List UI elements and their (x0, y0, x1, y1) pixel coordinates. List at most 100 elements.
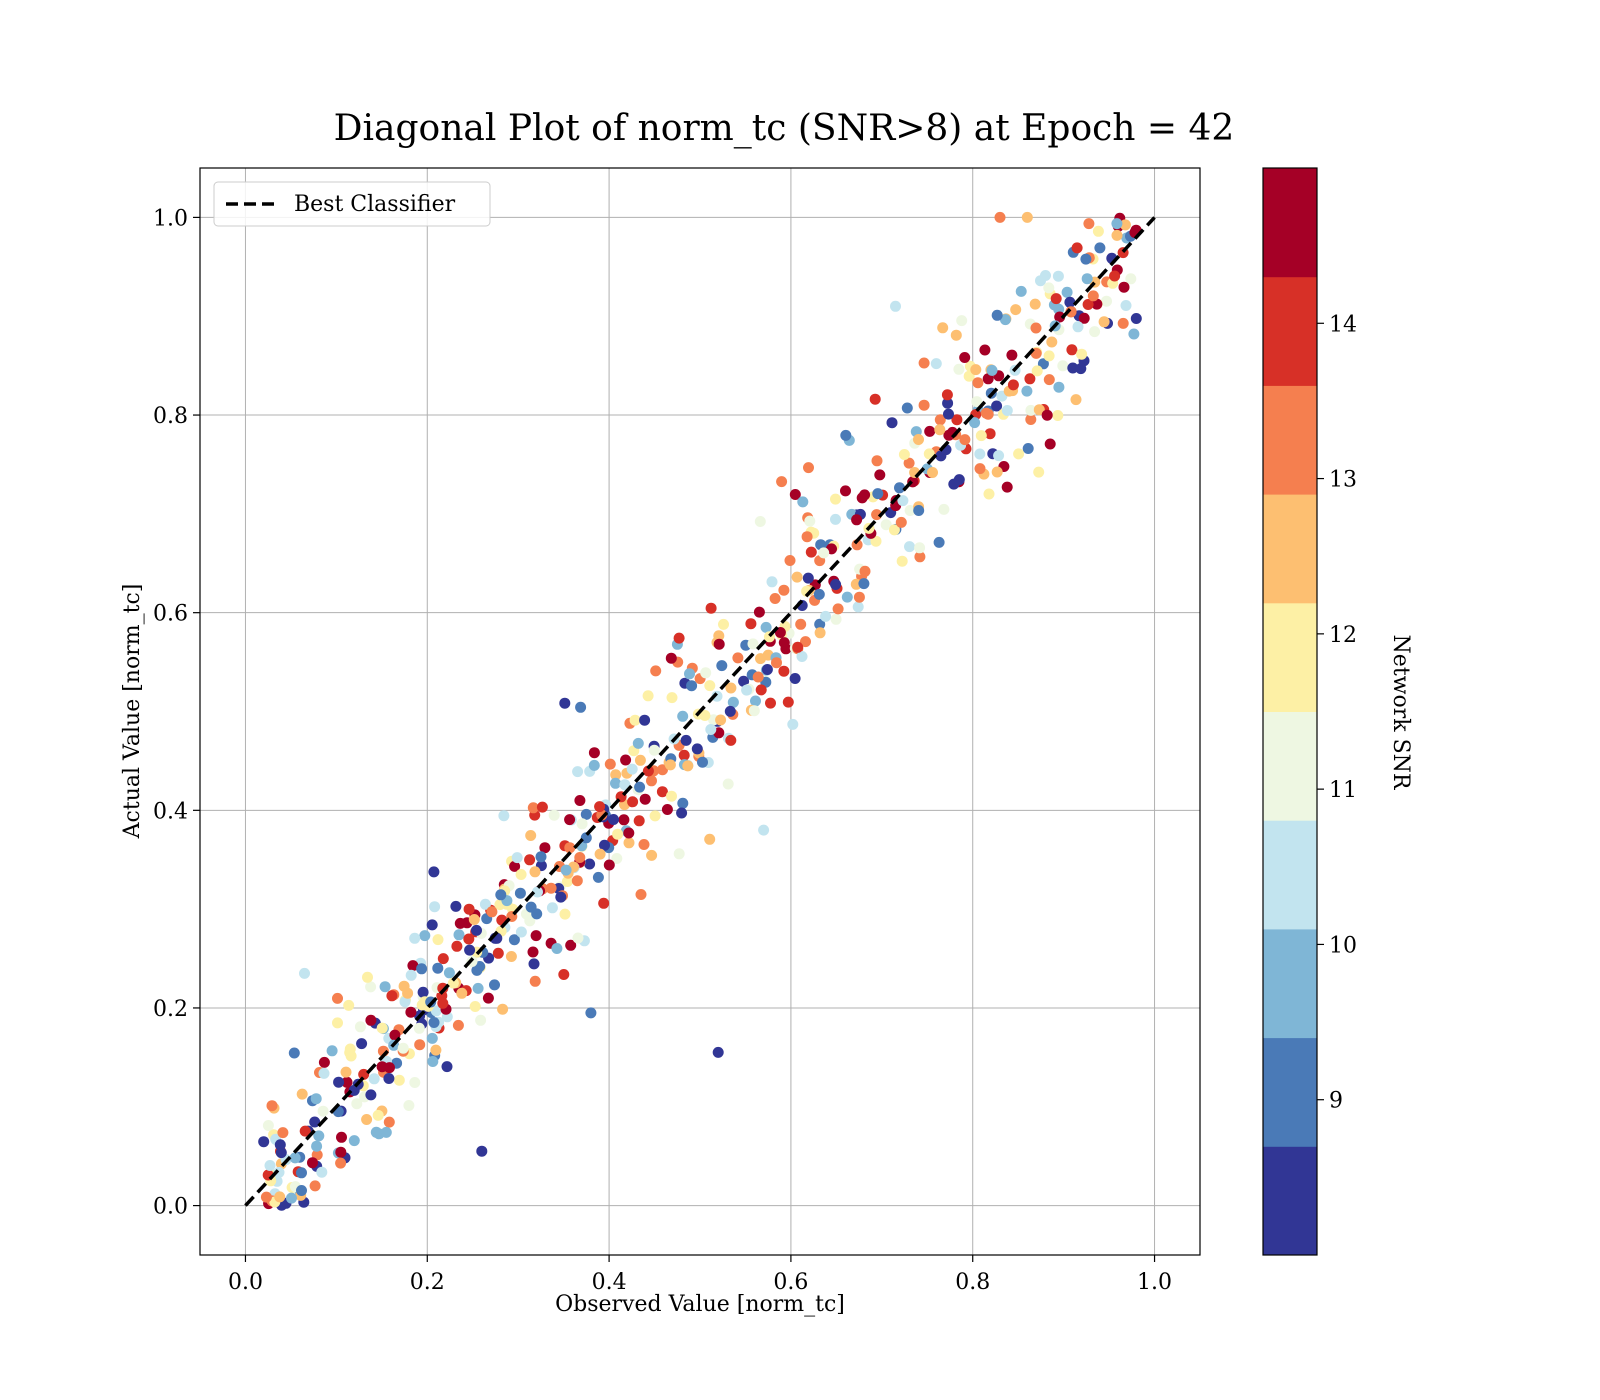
data-point (632, 737, 644, 749)
data-point (372, 1109, 384, 1121)
data-point (971, 396, 983, 408)
data-point (704, 833, 716, 845)
data-point (430, 1005, 442, 1017)
data-point (832, 603, 844, 615)
data-point (769, 593, 781, 604)
data-point (1081, 273, 1093, 285)
x-tick-label: 0.2 (410, 1270, 445, 1295)
data-point (713, 638, 725, 650)
data-point (379, 981, 391, 993)
data-point (682, 760, 694, 772)
data-point (1021, 385, 1033, 397)
data-point (1092, 225, 1104, 237)
data-point (851, 514, 863, 526)
data-point (497, 1003, 509, 1015)
data-point (539, 842, 551, 854)
data-point (856, 492, 868, 504)
data-point (678, 749, 690, 761)
data-point (980, 407, 992, 419)
data-point (443, 967, 455, 979)
data-point (774, 627, 786, 638)
data-point (1118, 281, 1130, 293)
data-point (559, 908, 571, 920)
data-point (571, 875, 583, 887)
data-point (896, 555, 908, 567)
data-point (959, 352, 971, 363)
data-point (505, 951, 517, 962)
data-point (1087, 290, 1099, 302)
data-point (1037, 358, 1049, 370)
x-tick-label: 0.4 (592, 1270, 627, 1295)
x-tick-label: 1.0 (1137, 1270, 1172, 1295)
data-point (914, 542, 926, 554)
data-point (913, 434, 924, 445)
data-point (1080, 253, 1092, 265)
data-point (969, 417, 981, 429)
data-point (943, 429, 955, 441)
data-point (365, 1014, 377, 1026)
data-point (288, 1047, 300, 1059)
data-point (635, 889, 647, 900)
data-point (991, 400, 1003, 412)
data-point (463, 903, 475, 915)
data-point (741, 684, 753, 696)
data-point (787, 718, 799, 730)
data-point (1052, 410, 1064, 421)
data-point (310, 1093, 322, 1105)
data-point (796, 651, 808, 662)
data-point (362, 971, 373, 983)
data-point (610, 777, 621, 789)
data-point (447, 977, 459, 989)
data-point (564, 842, 576, 854)
data-point (805, 546, 817, 558)
data-point (623, 837, 635, 849)
data-point (509, 860, 521, 872)
colorbar-segment (1263, 928, 1317, 1039)
data-point (1010, 304, 1022, 316)
data-point (524, 854, 536, 866)
data-point (599, 839, 610, 851)
data-point (333, 1076, 345, 1088)
data-point (937, 322, 949, 334)
data-point (464, 944, 476, 956)
data-point (782, 696, 794, 708)
data-point (718, 618, 729, 630)
data-point (428, 1017, 440, 1028)
data-point (489, 979, 500, 991)
data-point (588, 759, 600, 771)
data-point (508, 934, 520, 946)
data-point (1025, 404, 1037, 416)
data-point (830, 493, 841, 505)
data-point (574, 852, 586, 863)
data-point (1089, 326, 1101, 338)
data-point (1043, 350, 1055, 362)
data-point (853, 591, 865, 603)
data-point (454, 917, 466, 929)
data-point (858, 578, 870, 590)
data-point (820, 610, 832, 622)
data-point (680, 734, 692, 746)
data-point (545, 882, 557, 894)
data-point (941, 389, 953, 401)
data-point (419, 930, 431, 942)
data-point (890, 300, 901, 312)
colorbar-segment (1263, 168, 1317, 278)
data-point (673, 848, 685, 860)
data-point (471, 924, 482, 936)
data-point (365, 1089, 377, 1101)
data-point (584, 858, 596, 870)
data-point (527, 802, 539, 814)
data-point (585, 1007, 597, 1019)
data-point (716, 660, 728, 672)
data-point (894, 482, 905, 494)
x-axis-ticks: 0.0 0.2 0.4 0.6 0.8 1.0 (228, 1255, 1172, 1295)
data-point (1030, 322, 1042, 334)
data-point (814, 618, 826, 630)
y-tick-label: 0.2 (153, 997, 188, 1022)
data-point (332, 992, 343, 1004)
data-point (450, 900, 462, 912)
data-point (953, 474, 965, 486)
data-point (804, 515, 816, 527)
data-point (927, 467, 938, 478)
data-point (368, 1073, 380, 1085)
